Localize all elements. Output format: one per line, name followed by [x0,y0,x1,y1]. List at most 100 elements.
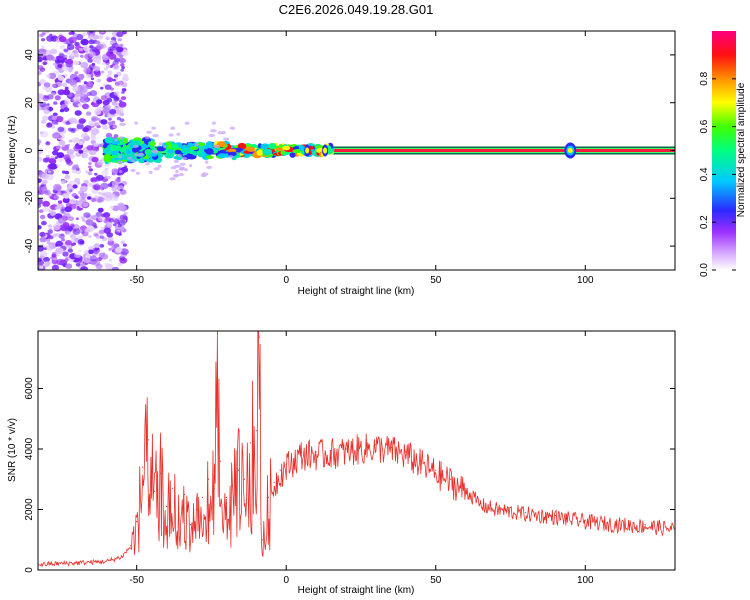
snr-data-point [201,496,204,498]
snr-data-point [255,430,257,432]
noise-speckle [98,229,105,235]
scatter-speckle [119,122,126,126]
noise-speckle [61,238,66,242]
scatter-speckle [217,131,223,135]
snr-content [38,331,675,567]
noise-speckle [46,54,54,61]
snr-data-point [405,451,407,453]
snr-data-point [614,522,616,524]
noise-speckle [75,262,81,267]
spectrogram-axes: -50 0 50 100 -40 -20 0 20 40 [24,31,675,286]
noise-speckle [64,230,71,235]
noise-speckle [65,58,74,65]
snr-data-point [130,545,132,547]
noise-speckle [51,253,57,258]
noise-speckle [121,66,125,70]
signal-blob [102,148,113,155]
noise-speckle [72,164,79,170]
scatter-speckle [189,164,193,168]
noise-speckle [119,226,125,231]
noise-speckle [40,130,49,138]
noise-speckle [83,179,89,185]
noise-speckle [43,82,51,88]
noise-speckle [38,71,42,75]
scatter-speckle [144,136,150,140]
noise-speckle [99,191,107,198]
scatter-speckle [131,159,136,163]
noise-speckle [47,170,52,174]
noise-speckle [106,221,113,227]
noise-speckle [92,34,99,40]
scatter-speckle [181,156,188,161]
noise-speckle [72,96,80,103]
noise-speckle [102,107,111,115]
noise-speckle [104,67,108,71]
noise-speckle [120,166,129,173]
noise-speckle [51,258,59,265]
noise-speckle [101,55,109,61]
noise-speckle [71,237,79,244]
noise-speckle [101,61,107,66]
scatter-speckle [212,144,220,148]
noise-speckle [42,86,47,90]
signal-blob [141,143,148,150]
noise-speckle [41,179,48,185]
noise-speckle [74,178,81,183]
snr-data-point [76,561,78,564]
scatter-speckle [175,169,179,174]
scatter-speckle [221,131,226,135]
snr-data-point [435,469,437,471]
noise-speckle [104,84,112,90]
noise-speckle [55,247,64,254]
y-tick-label: 4000 [24,437,35,460]
noise-speckle [113,74,119,78]
noise-speckle [93,243,100,249]
signal-blob [147,153,152,158]
noise-speckle [91,215,98,221]
noise-speckle [119,57,124,62]
noise-speckle [41,119,46,124]
noise-speckle [73,53,80,58]
noise-speckle [108,218,114,223]
noise-speckle [38,209,44,214]
noise-speckle [51,83,57,88]
signal-blob [107,144,112,150]
noise-speckle [38,188,43,195]
noise-speckle [93,232,99,238]
noise-speckle [88,235,92,238]
noise-speckle [95,183,100,187]
noise-speckle [80,38,89,46]
noise-speckle [39,237,47,243]
noise-speckle [113,107,117,110]
noise-speckle [119,214,128,221]
snr-data-point [273,481,275,483]
noise-speckle [104,262,110,267]
snr-data-point [330,449,332,452]
noise-speckle [41,38,46,42]
x-tick-label: 50 [430,275,442,286]
noise-speckle [119,118,125,123]
snr-data-point [360,445,362,447]
noise-speckle [96,60,101,64]
noise-speckle [41,173,49,180]
scatter-speckle [168,133,174,137]
noise-speckle [94,172,98,176]
noise-speckle [41,186,48,192]
scatter-speckle [158,142,164,146]
scatter-speckle [130,168,136,172]
scatter-speckle [134,121,138,125]
noise-speckle [78,118,86,124]
noise-speckle [115,112,121,117]
noise-speckle [73,60,80,66]
noise-speckle [39,251,48,258]
noise-speckle [65,159,72,164]
noise-speckle [71,127,76,132]
noise-speckle [106,77,114,83]
noise-speckle [119,205,128,212]
noise-speckle [91,116,98,122]
colorbar-scale [712,31,736,270]
noise-speckle [89,31,94,34]
noise-speckle [53,195,58,199]
scatter-speckle [229,126,236,130]
noise-speckle [61,82,68,87]
